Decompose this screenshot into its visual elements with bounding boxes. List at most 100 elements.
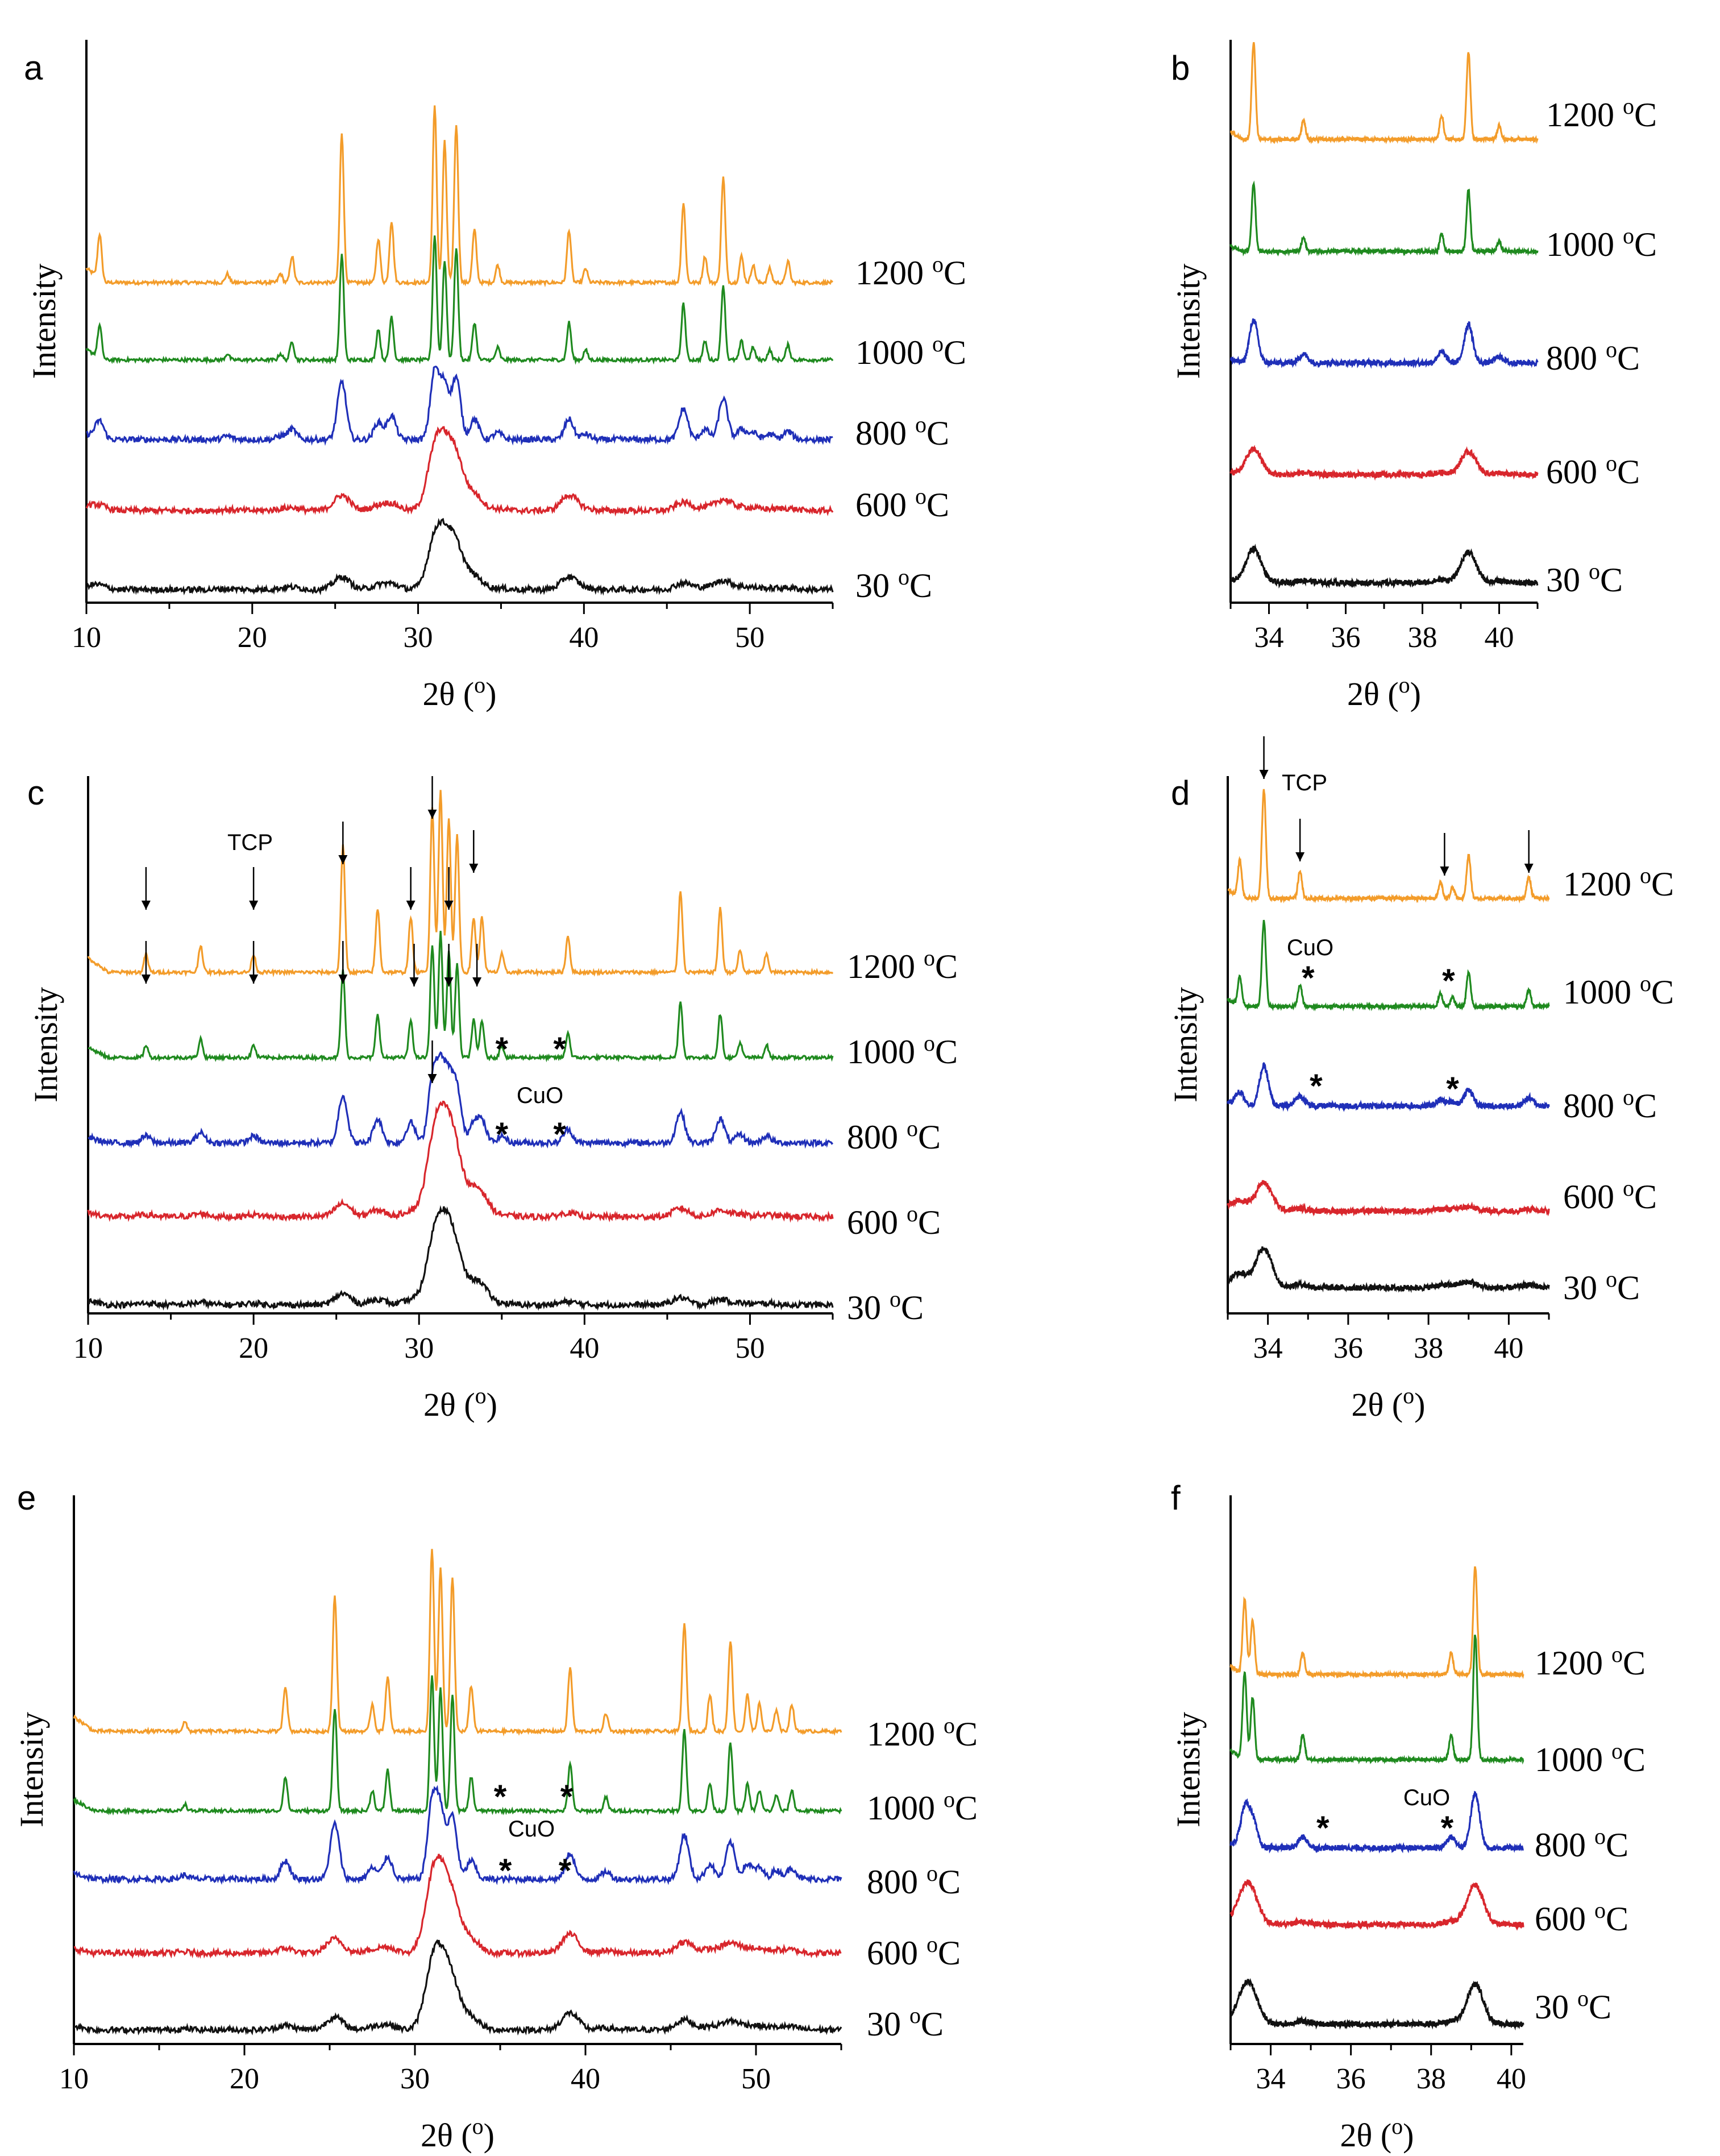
cuo-peak-marker: *: [560, 1778, 574, 1815]
tcp-arrowhead: [472, 977, 482, 986]
x-tick-label: 50: [735, 1332, 765, 1365]
tcp-arrowhead: [338, 855, 348, 864]
series-label: 1200 oC: [855, 251, 966, 292]
tcp-arrowhead: [1440, 866, 1449, 876]
x-tick-label: 40: [569, 621, 599, 654]
panel-letter-f: f: [1171, 1479, 1181, 1517]
series-line-1200C: [1229, 1566, 1524, 1680]
series-line-1200C: [73, 1549, 842, 1737]
series-line-1000C: [1229, 1634, 1524, 1765]
series-line-800C: [73, 1785, 842, 1885]
x-axis-label: 2θ (o): [423, 1383, 497, 1423]
tcp-label: TCP: [227, 830, 273, 855]
x-axis-label: 2θ (o): [1352, 1383, 1426, 1423]
cuo-peak-marker: *: [1310, 1068, 1323, 1105]
tcp-arrowhead: [338, 975, 348, 984]
tcp-arrowhead: [1259, 770, 1269, 779]
tcp-arrowhead: [249, 975, 259, 984]
series-label: 1200 oC: [1563, 863, 1674, 903]
series-label: 1000 oC: [847, 1030, 958, 1071]
series-label: 30 oC: [1563, 1266, 1640, 1307]
x-tick-label: 20: [239, 1332, 268, 1365]
cuo-peak-marker: *: [1302, 960, 1315, 997]
x-tick-label: 40: [1494, 1332, 1523, 1365]
series-line-600C: [87, 1100, 834, 1223]
series-line-600C: [73, 1854, 842, 1959]
series-line-800C: [86, 366, 833, 446]
series-label: 600 oC: [867, 1931, 961, 1972]
series-label: 1200 oC: [1546, 93, 1657, 134]
y-axis-label: Intensity: [1167, 987, 1204, 1102]
tcp-arrowhead: [409, 977, 419, 986]
x-tick-label: 20: [230, 2063, 259, 2095]
series-line-1200C: [85, 105, 833, 288]
cuo-peak-marker: *: [1442, 963, 1455, 1000]
series-line-600C: [1227, 1180, 1550, 1217]
x-tick-label: 40: [570, 1332, 599, 1365]
series-line-600C: [1229, 1879, 1524, 1931]
tcp-arrowhead: [469, 864, 479, 873]
tcp-arrowhead: [427, 810, 437, 819]
y-axis-label: Intensity: [1170, 264, 1207, 379]
panel-f: f 34 36 38 40 2θ (o) Intensity 1200 oC 1000 oC 80…: [1170, 1479, 1646, 2154]
series-label: 1000 oC: [1535, 1738, 1646, 1778]
panel-a: a 10 20 30 40 50 2θ (o) Intensity 1200 oC 1000 oC…: [24, 40, 966, 712]
y-axis-label: Intensity: [26, 264, 63, 379]
panel-letter-e: e: [17, 1479, 36, 1517]
x-tick-label: 36: [1331, 621, 1361, 654]
panel-letter-b: b: [1171, 49, 1190, 87]
series-label: 1200 oC: [1535, 1641, 1646, 1682]
series-label: 800 oC: [867, 1860, 961, 1901]
x-tick-label: 38: [1414, 1332, 1443, 1365]
series-line-600C: [1229, 445, 1539, 481]
tcp-arrowhead: [1295, 852, 1305, 861]
series-line-800C: [1229, 318, 1539, 369]
cuo-label: CuO: [517, 1083, 563, 1108]
series-label: 800 oC: [855, 412, 949, 452]
x-tick-label: 40: [1485, 621, 1514, 654]
series-label: 800 oC: [1563, 1084, 1657, 1125]
y-axis-label: Intensity: [13, 1712, 50, 1827]
series-label: 1000 oC: [867, 1786, 978, 1827]
panel-e: e 10 20 30 40 50 2θ (o) Intensity 1200 oC 1000 oC…: [13, 1479, 978, 2154]
series-line-600C: [85, 426, 834, 517]
panel-letter-d: d: [1171, 774, 1190, 812]
series-line-1200C: [1227, 789, 1550, 904]
cuo-peak-marker: *: [1441, 1810, 1454, 1847]
series-label: 1000 oC: [1563, 971, 1674, 1011]
cuo-peak-marker: *: [495, 1031, 508, 1068]
series-line-30C: [87, 1205, 834, 1311]
x-axis-label: 2θ (o): [1340, 2113, 1414, 2154]
series-label: 30 oC: [847, 1286, 924, 1326]
series-line-1000C: [1227, 919, 1550, 1011]
x-tick-label: 38: [1408, 621, 1438, 654]
series-line-800C: [1229, 1790, 1524, 1854]
series-label: 1000 oC: [1546, 223, 1657, 263]
series-line-30C: [1227, 1246, 1550, 1293]
series-label: 800 oC: [847, 1116, 941, 1156]
cuo-peak-marker: *: [1316, 1810, 1330, 1847]
series-line-800C: [88, 1051, 834, 1149]
tcp-arrowhead: [1524, 864, 1534, 873]
series-line-1200C: [87, 790, 834, 978]
series-label: 1200 oC: [867, 1713, 978, 1753]
tcp-label: TCP: [1282, 770, 1327, 795]
y-axis-label: Intensity: [27, 987, 64, 1102]
tcp-arrowhead: [444, 977, 454, 986]
tcp-arrowhead: [249, 901, 259, 910]
x-tick-label: 20: [238, 621, 267, 654]
x-tick-label: 34: [1256, 2063, 1286, 2095]
x-tick-label: 40: [571, 2063, 600, 2095]
cuo-label: CuO: [1287, 935, 1333, 960]
series-label: 600 oC: [1546, 450, 1640, 491]
series-line-800C: [1227, 1062, 1550, 1112]
series-label: 1200 oC: [847, 945, 958, 985]
x-tick-label: 10: [73, 1332, 103, 1365]
series-label: 800 oC: [1535, 1823, 1628, 1864]
series-line-1000C: [88, 931, 834, 1063]
cuo-peak-marker: *: [553, 1031, 566, 1068]
panel-letter-a: a: [24, 49, 43, 87]
series-line-1000C: [85, 235, 834, 365]
tcp-arrowhead: [141, 975, 151, 984]
